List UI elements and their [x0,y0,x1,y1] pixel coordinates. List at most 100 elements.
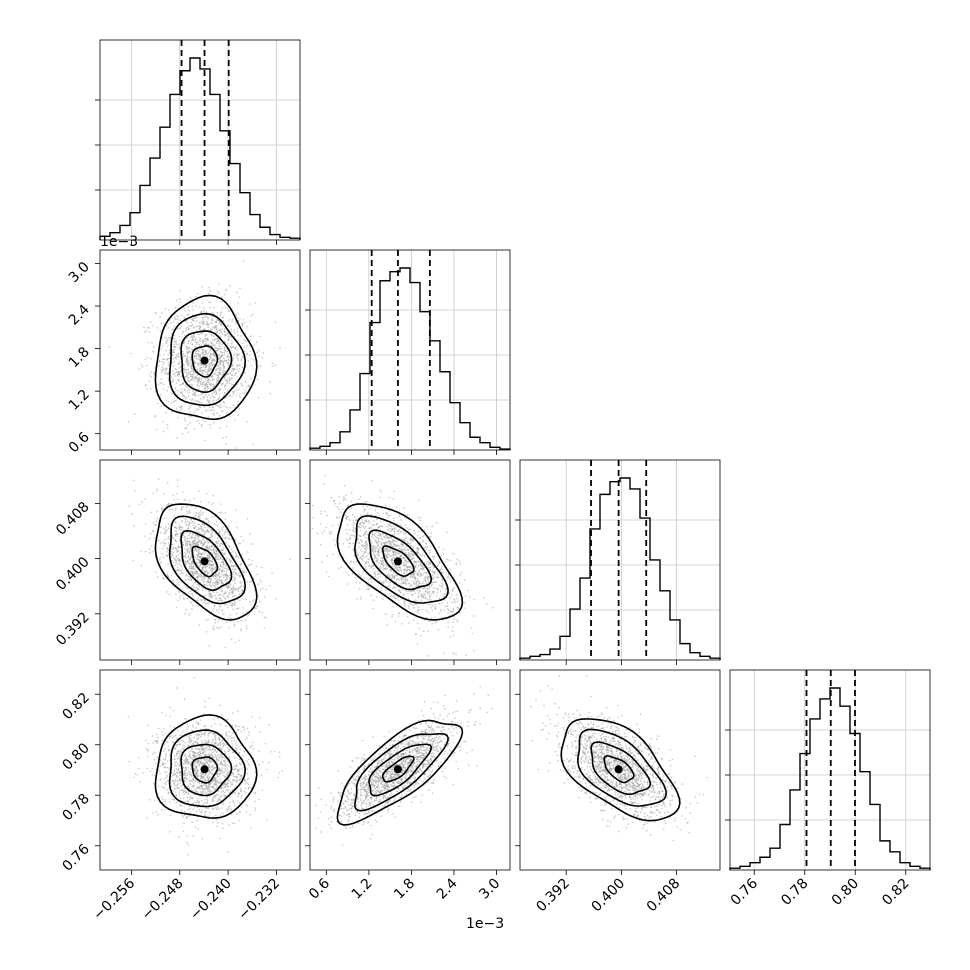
sample-point [418,564,420,566]
sample-point [427,630,429,632]
sample-point [178,347,181,350]
sample-point [250,377,252,380]
sample-point [455,653,457,655]
sample-point [181,568,184,571]
sample-point [227,617,230,619]
sample-point [210,375,212,378]
sample-point [367,558,370,560]
sample-point [192,302,195,304]
sample-point [213,396,215,398]
sample-point [256,351,258,354]
sample-point [185,374,188,377]
sample-point [206,580,209,582]
sample-point [204,378,207,380]
sample-point [375,518,378,521]
sample-point [188,612,191,615]
sample-point [185,369,187,372]
sample-point [191,377,194,379]
sample-point [152,530,154,533]
sample-point [230,538,233,541]
sample-point [350,560,353,563]
sample-point [234,374,236,376]
sample-point [188,391,190,394]
sample-point [362,505,364,508]
sample-point [144,535,146,537]
sample-point [195,525,197,528]
sample-point [209,566,211,568]
sample-point [232,369,235,372]
sample-point [407,616,409,618]
sample-point [328,531,331,533]
sample-point [221,551,224,554]
sample-point [209,423,211,426]
sample-point [228,318,231,321]
sample-point [151,550,154,553]
sample-point [187,351,190,354]
sample-point [196,583,199,586]
sample-point [197,419,199,422]
sample-point [219,427,221,429]
sample-point [191,594,194,597]
sample-point [231,377,233,380]
sample-point [387,572,390,575]
sample-point [201,589,204,591]
sample-point [177,526,180,529]
sample-point [253,344,255,347]
sample-point [219,565,222,568]
sample-point [170,322,172,325]
sample-point [207,352,209,355]
sample-point [410,565,413,567]
sample-point [221,571,224,573]
sample-point [166,550,168,553]
sample-point [257,364,260,367]
sample-point [339,502,341,505]
sample-point [198,333,201,336]
sample-point [238,353,240,356]
sample-point [217,376,220,379]
sample-point [184,330,187,332]
sample-point [186,356,189,359]
sample-point [380,560,383,562]
sample-point [189,351,192,354]
sample-point [214,389,216,392]
sample-point [223,593,225,595]
sample-point [348,519,351,521]
sample-point [238,587,240,589]
sample-point [410,539,412,541]
sample-point [452,626,454,628]
sample-point [191,537,193,539]
sample-point [464,607,467,609]
sample-point [167,563,169,565]
sample-point [196,330,198,332]
sample-point [416,549,419,551]
sample-point [201,540,203,542]
sample-point [338,516,341,518]
sample-point [166,339,169,342]
sample-point [357,572,360,575]
sample-point [249,563,251,566]
sample-point [402,544,405,547]
sample-point [230,328,233,331]
sample-point [208,400,211,402]
sample-point [451,610,453,613]
sample-point [150,371,152,373]
sample-point [163,545,166,548]
sample-point [215,331,218,333]
sample-point [194,377,196,380]
sample-point [239,582,241,584]
sample-point [191,375,194,378]
sample-point [214,578,216,580]
sample-point [438,597,441,599]
sample-point [184,309,187,312]
sample-point [163,383,165,386]
sample-point [240,629,242,632]
sample-point [409,590,412,593]
sample-point [226,406,228,409]
sample-point [473,598,475,601]
sample-point [183,598,185,601]
sample-point [449,580,452,583]
sample-point [216,311,219,314]
sample-point [259,579,261,581]
sample-point [230,548,233,551]
sample-point [219,576,221,579]
